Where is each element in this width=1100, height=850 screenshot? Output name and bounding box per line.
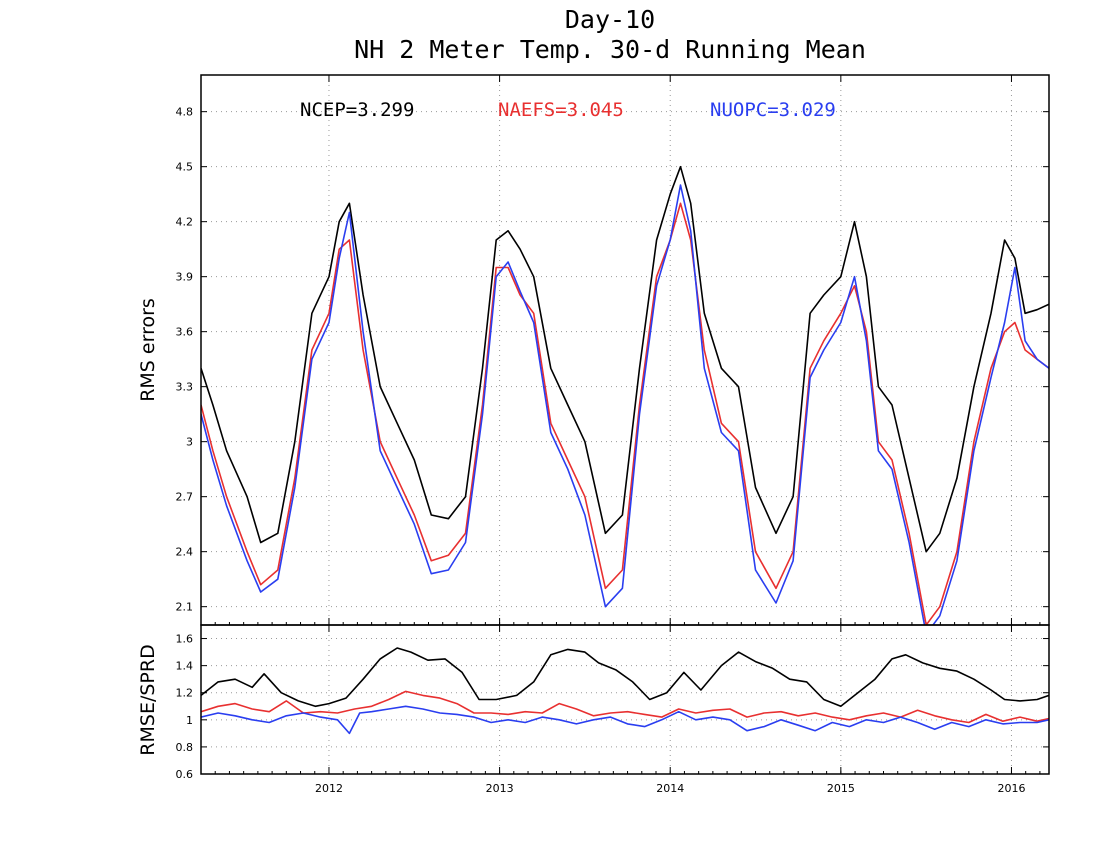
rms-ytick-label: 2.4 bbox=[176, 546, 194, 559]
ratio-ytick-label: 1.4 bbox=[176, 660, 194, 673]
rms-ytick-label: 4.8 bbox=[176, 106, 194, 119]
rms-ytick-label: 2.7 bbox=[176, 491, 194, 504]
legend-ncep: NCEP=3.299 bbox=[300, 99, 414, 121]
ratio-series-nuopc bbox=[201, 705, 1049, 735]
ratio-xtick-label: 2016 bbox=[997, 782, 1025, 795]
rmse-sprd-panel: 0.6 0.8 1 1.2 1.4 1.6 2012 2013 2014 2015 2016 bbox=[176, 624, 1050, 795]
rms-ytick-label: 4.5 bbox=[176, 161, 194, 174]
ratio-ytick-label: 1.6 bbox=[176, 633, 194, 646]
ratio-series-ncep bbox=[201, 647, 1049, 708]
y-axis-label-bottom: RMSE/SPRD bbox=[137, 644, 159, 755]
ratio-xtick-label: 2015 bbox=[827, 782, 855, 795]
rms-ytick-label: 3.3 bbox=[176, 381, 194, 394]
ratio-xtick-label: 2012 bbox=[315, 782, 343, 795]
legend-nuopc: NUOPC=3.029 bbox=[710, 99, 836, 121]
rms-ytick-label: 2.1 bbox=[176, 601, 194, 614]
ratio-ytick-label: 1 bbox=[186, 714, 193, 727]
rms-ytick-label: 3.9 bbox=[176, 271, 194, 284]
rms-series-ncep bbox=[201, 165, 1049, 553]
rms-ytick-label: 3.6 bbox=[176, 326, 194, 339]
rms-errors-panel: 2.1 2.4 2.7 3 3.3 3.6 3.9 4.2 4.5 4.8 bbox=[176, 74, 1050, 626]
rms-series-nuopc bbox=[201, 184, 1049, 625]
ratio-xtick-label: 2014 bbox=[656, 782, 684, 795]
chart-subtitle: NH 2 Meter Temp. 30-d Running Mean bbox=[354, 35, 866, 64]
rms-ytick-label: 3 bbox=[186, 436, 193, 449]
ratio-ytick-label: 0.6 bbox=[176, 768, 194, 781]
ratio-series-naefs bbox=[201, 690, 1049, 724]
ratio-ytick-label: 1.2 bbox=[176, 687, 194, 700]
chart-title: Day-10 bbox=[565, 5, 655, 34]
legend-naefs: NAEFS=3.045 bbox=[498, 99, 624, 121]
ratio-ytick-label: 0.8 bbox=[176, 741, 194, 754]
y-axis-label-top: RMS errors bbox=[137, 298, 159, 402]
ratio-plot-frame bbox=[200, 624, 1050, 775]
ratio-xtick-label: 2013 bbox=[486, 782, 514, 795]
rms-ytick-label: 4.2 bbox=[176, 216, 194, 229]
